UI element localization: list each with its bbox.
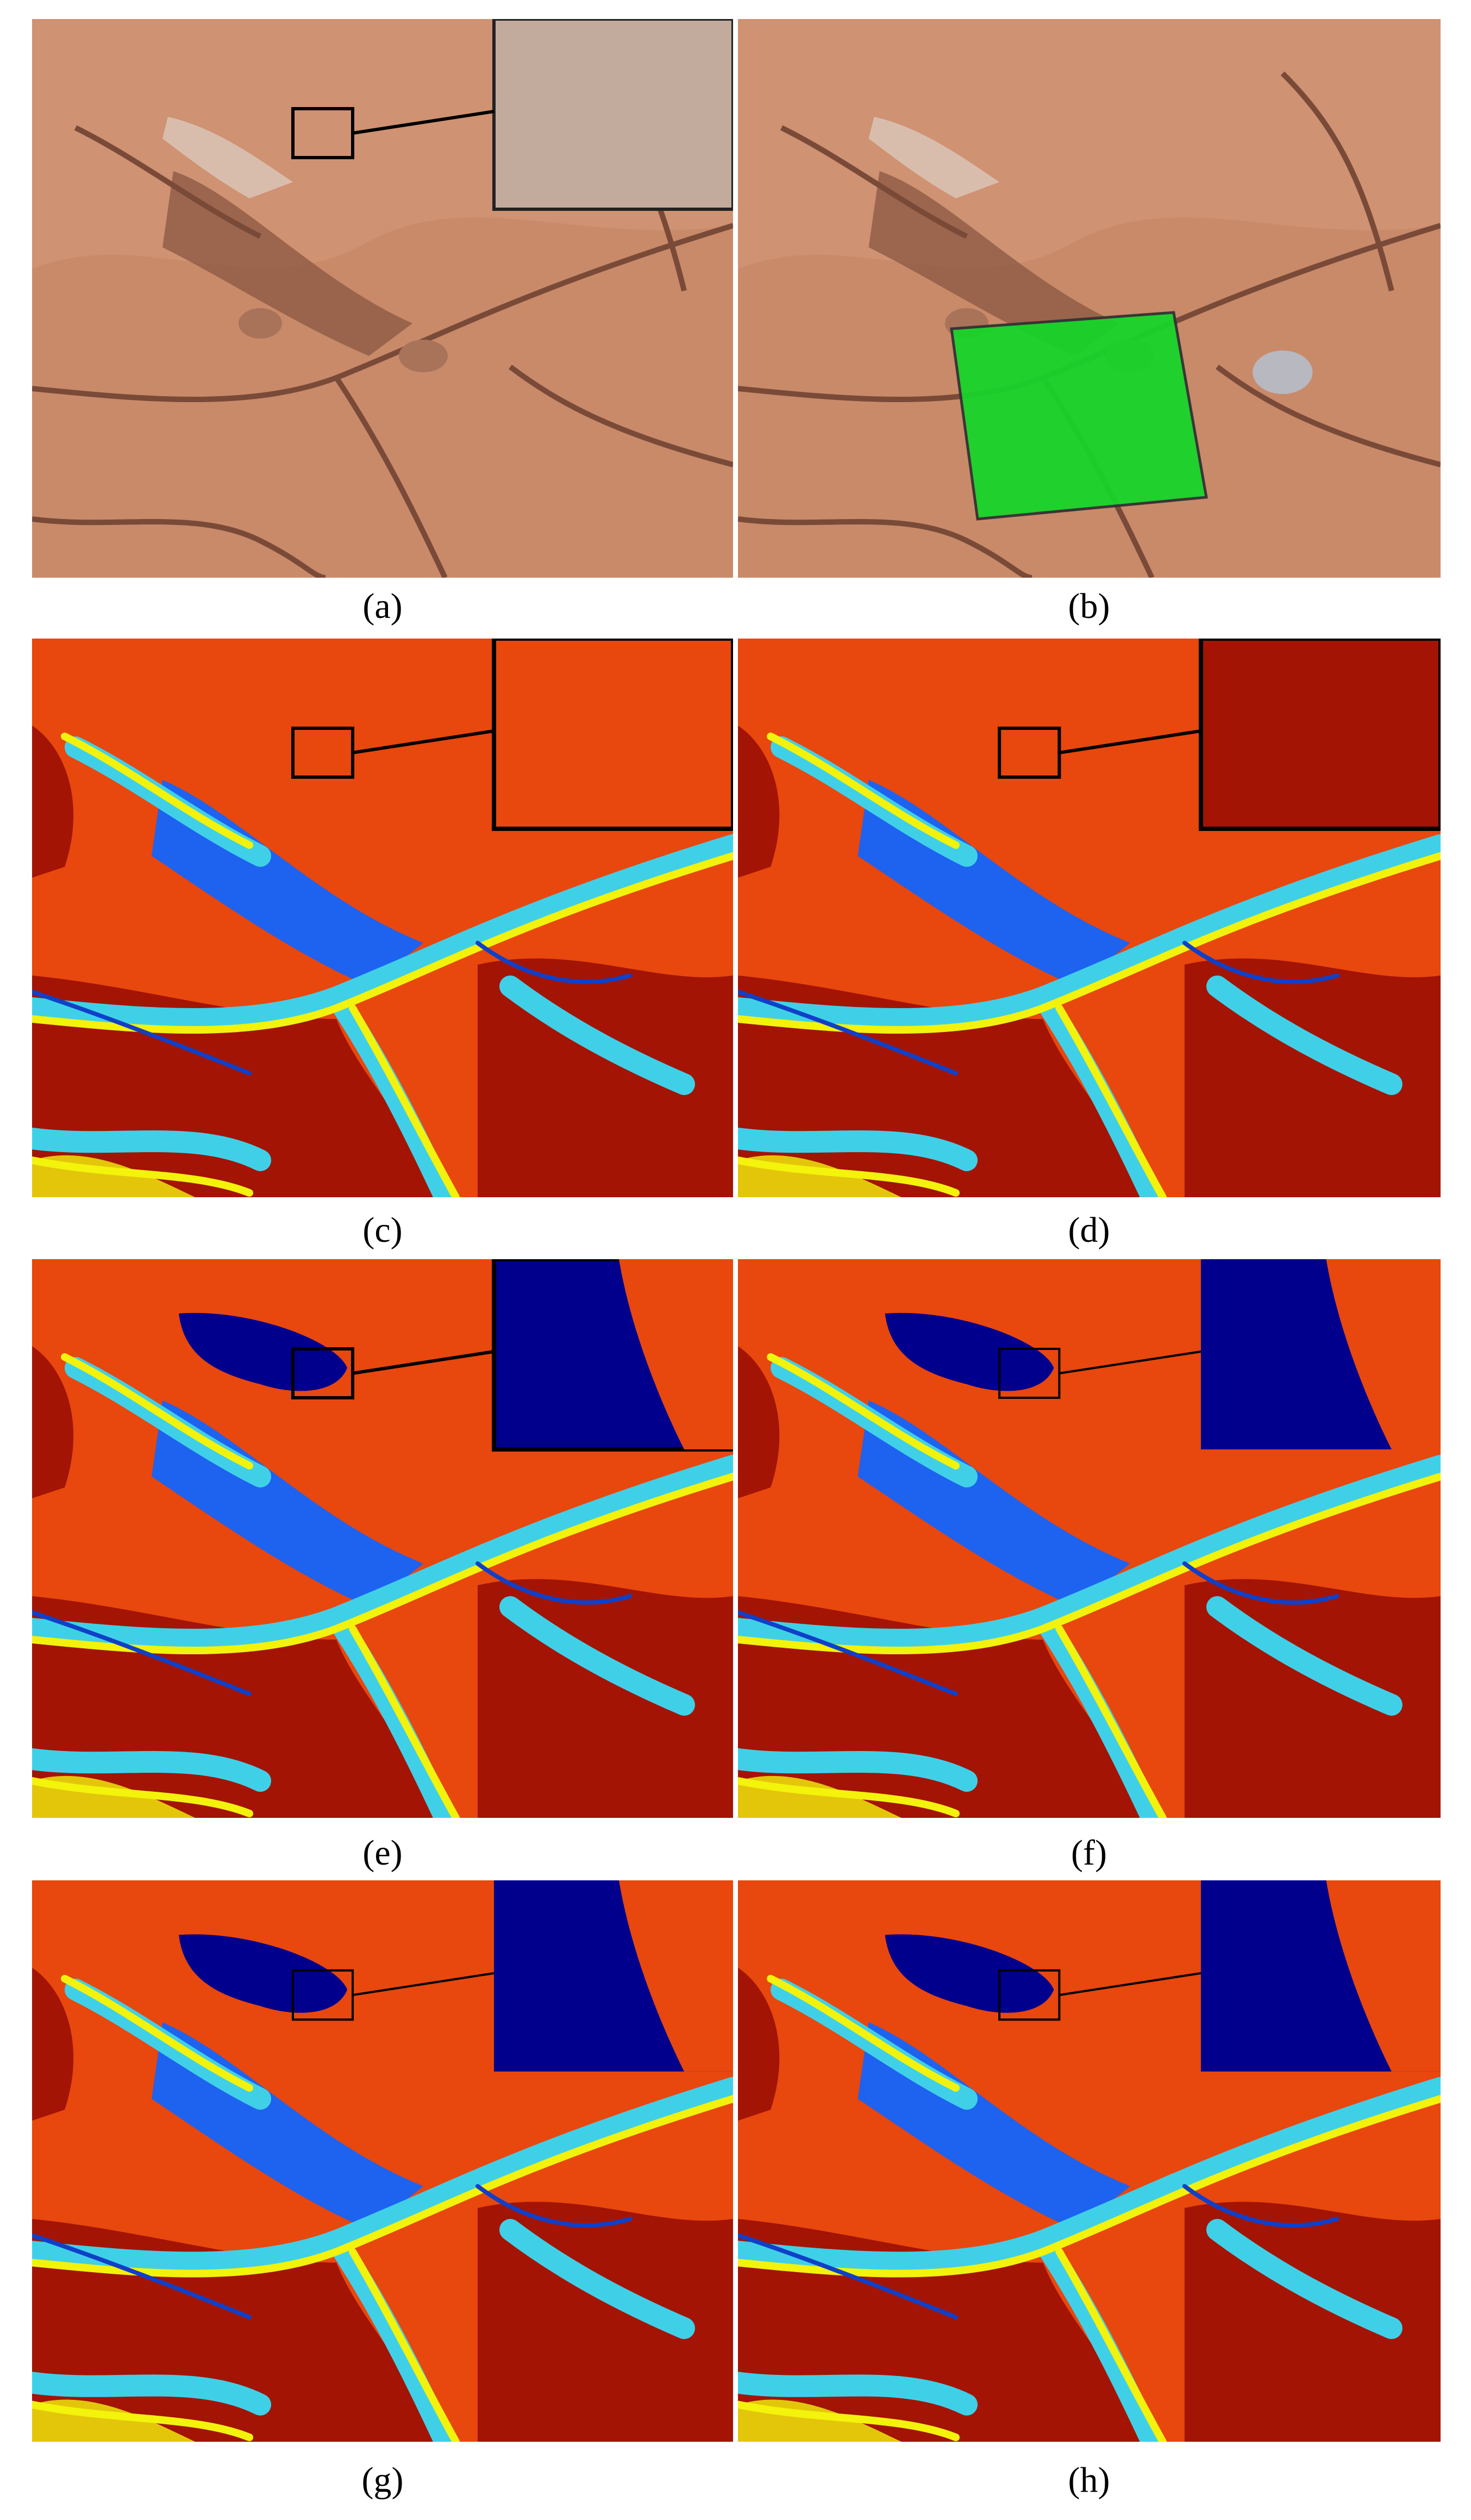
panel-image — [32, 639, 733, 1197]
panel-label: (d) — [1068, 1210, 1110, 1250]
panel-image — [738, 639, 1441, 1197]
panel-image — [32, 1259, 733, 1818]
panel-image — [32, 19, 733, 578]
panel-label: (g) — [362, 2460, 404, 2500]
panel-image — [32, 1880, 733, 2442]
panel-label: (h) — [1068, 2460, 1110, 2500]
panel-label: (a) — [362, 586, 402, 626]
panel-label: (e) — [362, 1833, 402, 1873]
panel-label: (f) — [1071, 1833, 1107, 1873]
panel-label: (b) — [1068, 586, 1110, 626]
panel-label: (c) — [362, 1210, 402, 1250]
panel-image — [738, 1880, 1441, 2442]
panel-image — [738, 1259, 1441, 1818]
panel-image — [738, 19, 1441, 578]
